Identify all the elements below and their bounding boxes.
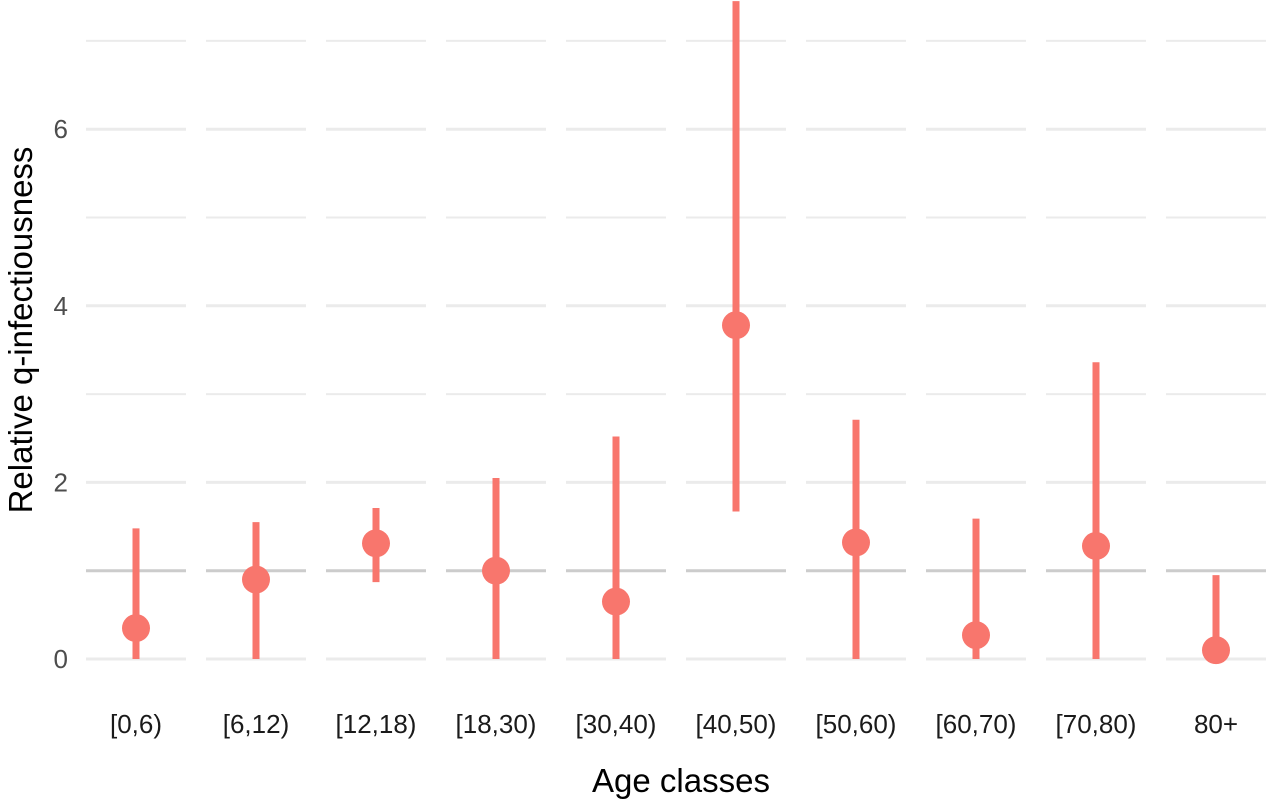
data-point	[122, 614, 150, 643]
x-tick-label: [60,70)	[936, 709, 1017, 739]
y-tick-label: 6	[54, 114, 68, 144]
grid-layer	[86, 39, 1266, 661]
y-tick-label: 0	[54, 644, 68, 674]
data-point	[242, 565, 270, 594]
x-tick-labels: [0,6) [6,12) [12,18) [18,30) [30,40) [40,50) […	[110, 709, 1238, 739]
x-tick-label: [40,50)	[696, 709, 777, 739]
marks-layer	[122, 1, 1230, 665]
x-tick-label: [50,60)	[816, 709, 897, 739]
x-tick-label: [70,80)	[1056, 709, 1137, 739]
x-tick-label: [0,6)	[110, 709, 162, 739]
x-tick-label: [6,12)	[223, 709, 290, 739]
y-axis-title: Relative q-infectiousness	[2, 147, 39, 514]
x-tick-label: [30,40)	[576, 709, 657, 739]
data-point	[962, 621, 990, 650]
data-point	[482, 556, 510, 585]
x-tick-label: 80+	[1194, 709, 1238, 739]
data-point	[602, 587, 630, 616]
y-tick-label: 2	[54, 467, 68, 497]
data-point	[1202, 636, 1230, 665]
y-tick-labels: 0 2 4 6	[54, 114, 68, 674]
x-axis-title: Age classes	[592, 762, 770, 799]
data-point	[842, 528, 870, 557]
x-tick-label: [12,18)	[336, 709, 417, 739]
data-point	[362, 529, 390, 558]
data-point	[722, 311, 750, 340]
x-tick-label: [18,30)	[456, 709, 537, 739]
data-point	[1082, 531, 1110, 560]
y-tick-label: 4	[54, 291, 68, 321]
